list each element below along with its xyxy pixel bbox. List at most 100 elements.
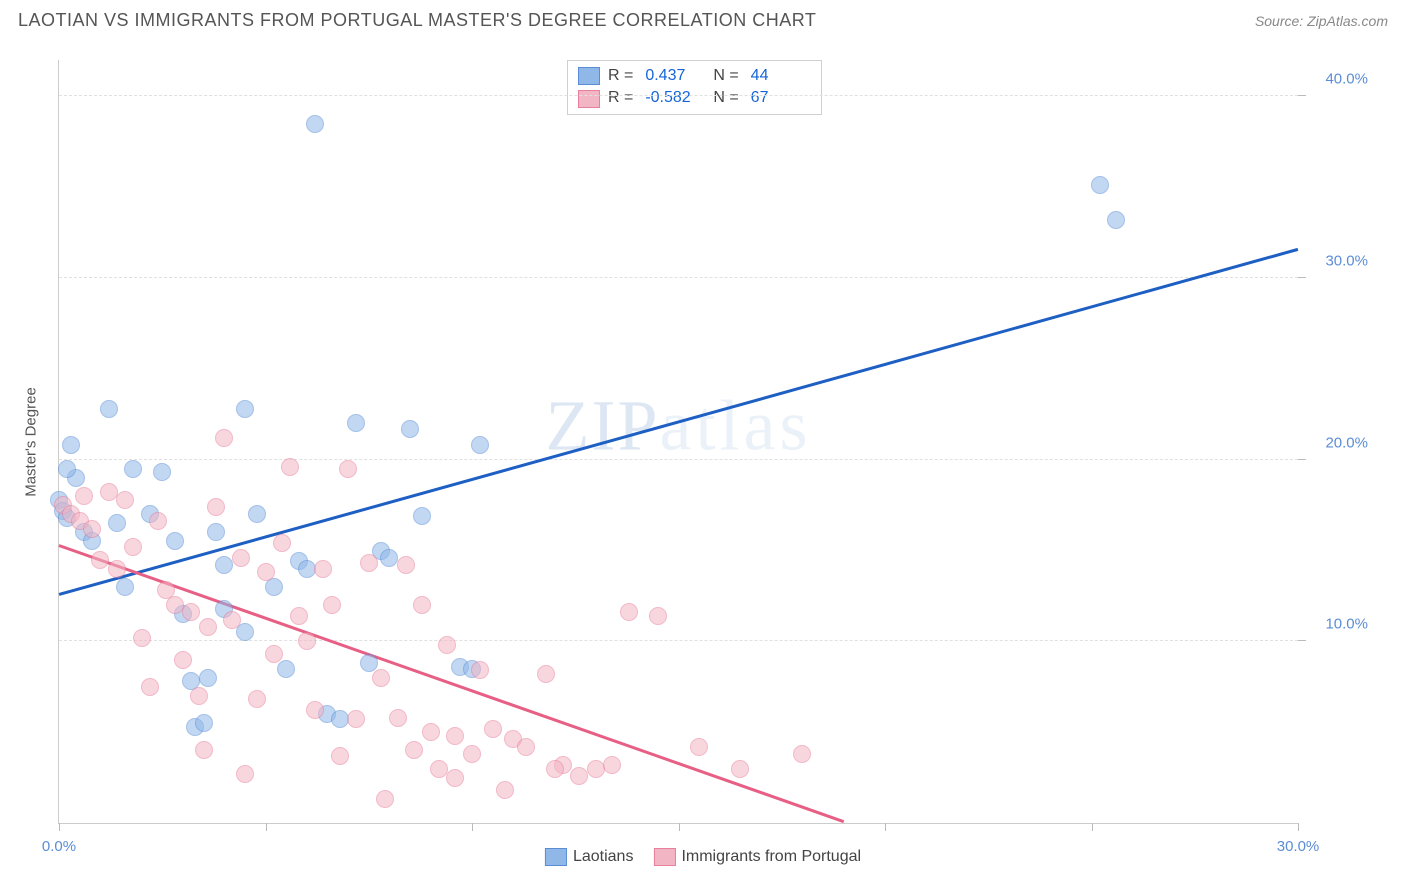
legend-swatch <box>653 848 675 866</box>
scatter-point <box>62 436 80 454</box>
y-tick-label: 10.0% <box>1308 616 1368 633</box>
legend-n-value: 67 <box>751 87 811 109</box>
scatter-point <box>430 760 448 778</box>
scatter-point <box>190 687 208 705</box>
scatter-point <box>484 720 502 738</box>
scatter-point <box>517 738 535 756</box>
legend-n-label: N = <box>713 87 738 109</box>
scatter-point <box>620 603 638 621</box>
scatter-point <box>438 636 456 654</box>
legend-row: R =-0.582N =67 <box>578 87 811 109</box>
scatter-point <box>603 756 621 774</box>
scatter-point <box>690 738 708 756</box>
scatter-point <box>108 514 126 532</box>
scatter-point <box>389 709 407 727</box>
scatter-point <box>339 460 357 478</box>
scatter-point <box>1107 211 1125 229</box>
legend-item: Laotians <box>545 848 634 866</box>
scatter-point <box>236 765 254 783</box>
scatter-point <box>331 747 349 765</box>
scatter-point <box>397 556 415 574</box>
scatter-point <box>195 741 213 759</box>
x-tick <box>1092 823 1093 831</box>
scatter-point <box>401 420 419 438</box>
scatter-point <box>248 690 266 708</box>
scatter-point <box>248 505 266 523</box>
series-legend: Laotians Immigrants from Portugal <box>545 848 861 866</box>
scatter-point <box>298 560 316 578</box>
scatter-point <box>290 607 308 625</box>
scatter-point <box>141 678 159 696</box>
scatter-point <box>471 661 489 679</box>
scatter-point <box>649 607 667 625</box>
scatter-point <box>199 669 217 687</box>
legend-r-label: R = <box>608 65 633 87</box>
scatter-point <box>298 632 316 650</box>
y-tick <box>1298 640 1306 641</box>
scatter-point <box>405 741 423 759</box>
watermark: ZIPatlas <box>546 385 812 468</box>
legend-label: Laotians <box>573 848 634 865</box>
y-tick-label: 40.0% <box>1308 71 1368 88</box>
y-tick <box>1298 459 1306 460</box>
chart-source: Source: ZipAtlas.com <box>1255 13 1388 29</box>
watermark-light: atlas <box>660 386 812 466</box>
scatter-point <box>215 429 233 447</box>
scatter-point <box>360 554 378 572</box>
scatter-point <box>306 701 324 719</box>
scatter-point <box>413 507 431 525</box>
gridline-h <box>59 459 1298 460</box>
scatter-point <box>306 115 324 133</box>
x-tick <box>1298 823 1299 831</box>
scatter-point <box>446 769 464 787</box>
scatter-point <box>116 578 134 596</box>
scatter-point <box>91 551 109 569</box>
scatter-point <box>570 767 588 785</box>
y-tick <box>1298 95 1306 96</box>
chart-title: LAOTIAN VS IMMIGRANTS FROM PORTUGAL MAST… <box>18 10 816 31</box>
scatter-point <box>471 436 489 454</box>
scatter-point <box>166 532 184 550</box>
scatter-point <box>1091 176 1109 194</box>
y-tick-label: 20.0% <box>1308 434 1368 451</box>
scatter-point <box>331 710 349 728</box>
scatter-point <box>793 745 811 763</box>
legend-r-value: -0.582 <box>645 87 705 109</box>
scatter-point <box>496 781 514 799</box>
scatter-point <box>446 727 464 745</box>
chart-header: LAOTIAN VS IMMIGRANTS FROM PORTUGAL MAST… <box>0 0 1406 39</box>
scatter-point <box>236 400 254 418</box>
scatter-point <box>372 669 390 687</box>
x-tick-label: 0.0% <box>42 838 76 855</box>
legend-item: Immigrants from Portugal <box>653 848 861 866</box>
legend-swatch <box>545 848 567 866</box>
x-tick <box>885 823 886 831</box>
scatter-point <box>166 596 184 614</box>
scatter-point <box>277 660 295 678</box>
scatter-point <box>380 549 398 567</box>
x-tick <box>59 823 60 831</box>
y-axis-title: Master's Degree <box>23 387 40 497</box>
y-tick <box>1298 277 1306 278</box>
legend-label: Immigrants from Portugal <box>681 848 861 865</box>
scatter-point <box>463 745 481 763</box>
scatter-point <box>124 538 142 556</box>
scatter-point <box>199 618 217 636</box>
chart-container: ZIPatlas Master's Degree R =0.437N =44R … <box>18 48 1388 874</box>
scatter-point <box>108 560 126 578</box>
legend-row: R =0.437N =44 <box>578 65 811 87</box>
scatter-point <box>265 645 283 663</box>
scatter-point <box>195 714 213 732</box>
legend-r-value: 0.437 <box>645 65 705 87</box>
correlation-legend: R =0.437N =44R =-0.582N =67 <box>567 60 822 115</box>
scatter-point <box>124 460 142 478</box>
scatter-point <box>207 498 225 516</box>
scatter-point <box>413 596 431 614</box>
scatter-point <box>257 563 275 581</box>
scatter-point <box>323 596 341 614</box>
legend-swatch <box>578 67 600 85</box>
scatter-point <box>83 520 101 538</box>
x-tick <box>472 823 473 831</box>
scatter-point <box>215 556 233 574</box>
scatter-point <box>116 491 134 509</box>
